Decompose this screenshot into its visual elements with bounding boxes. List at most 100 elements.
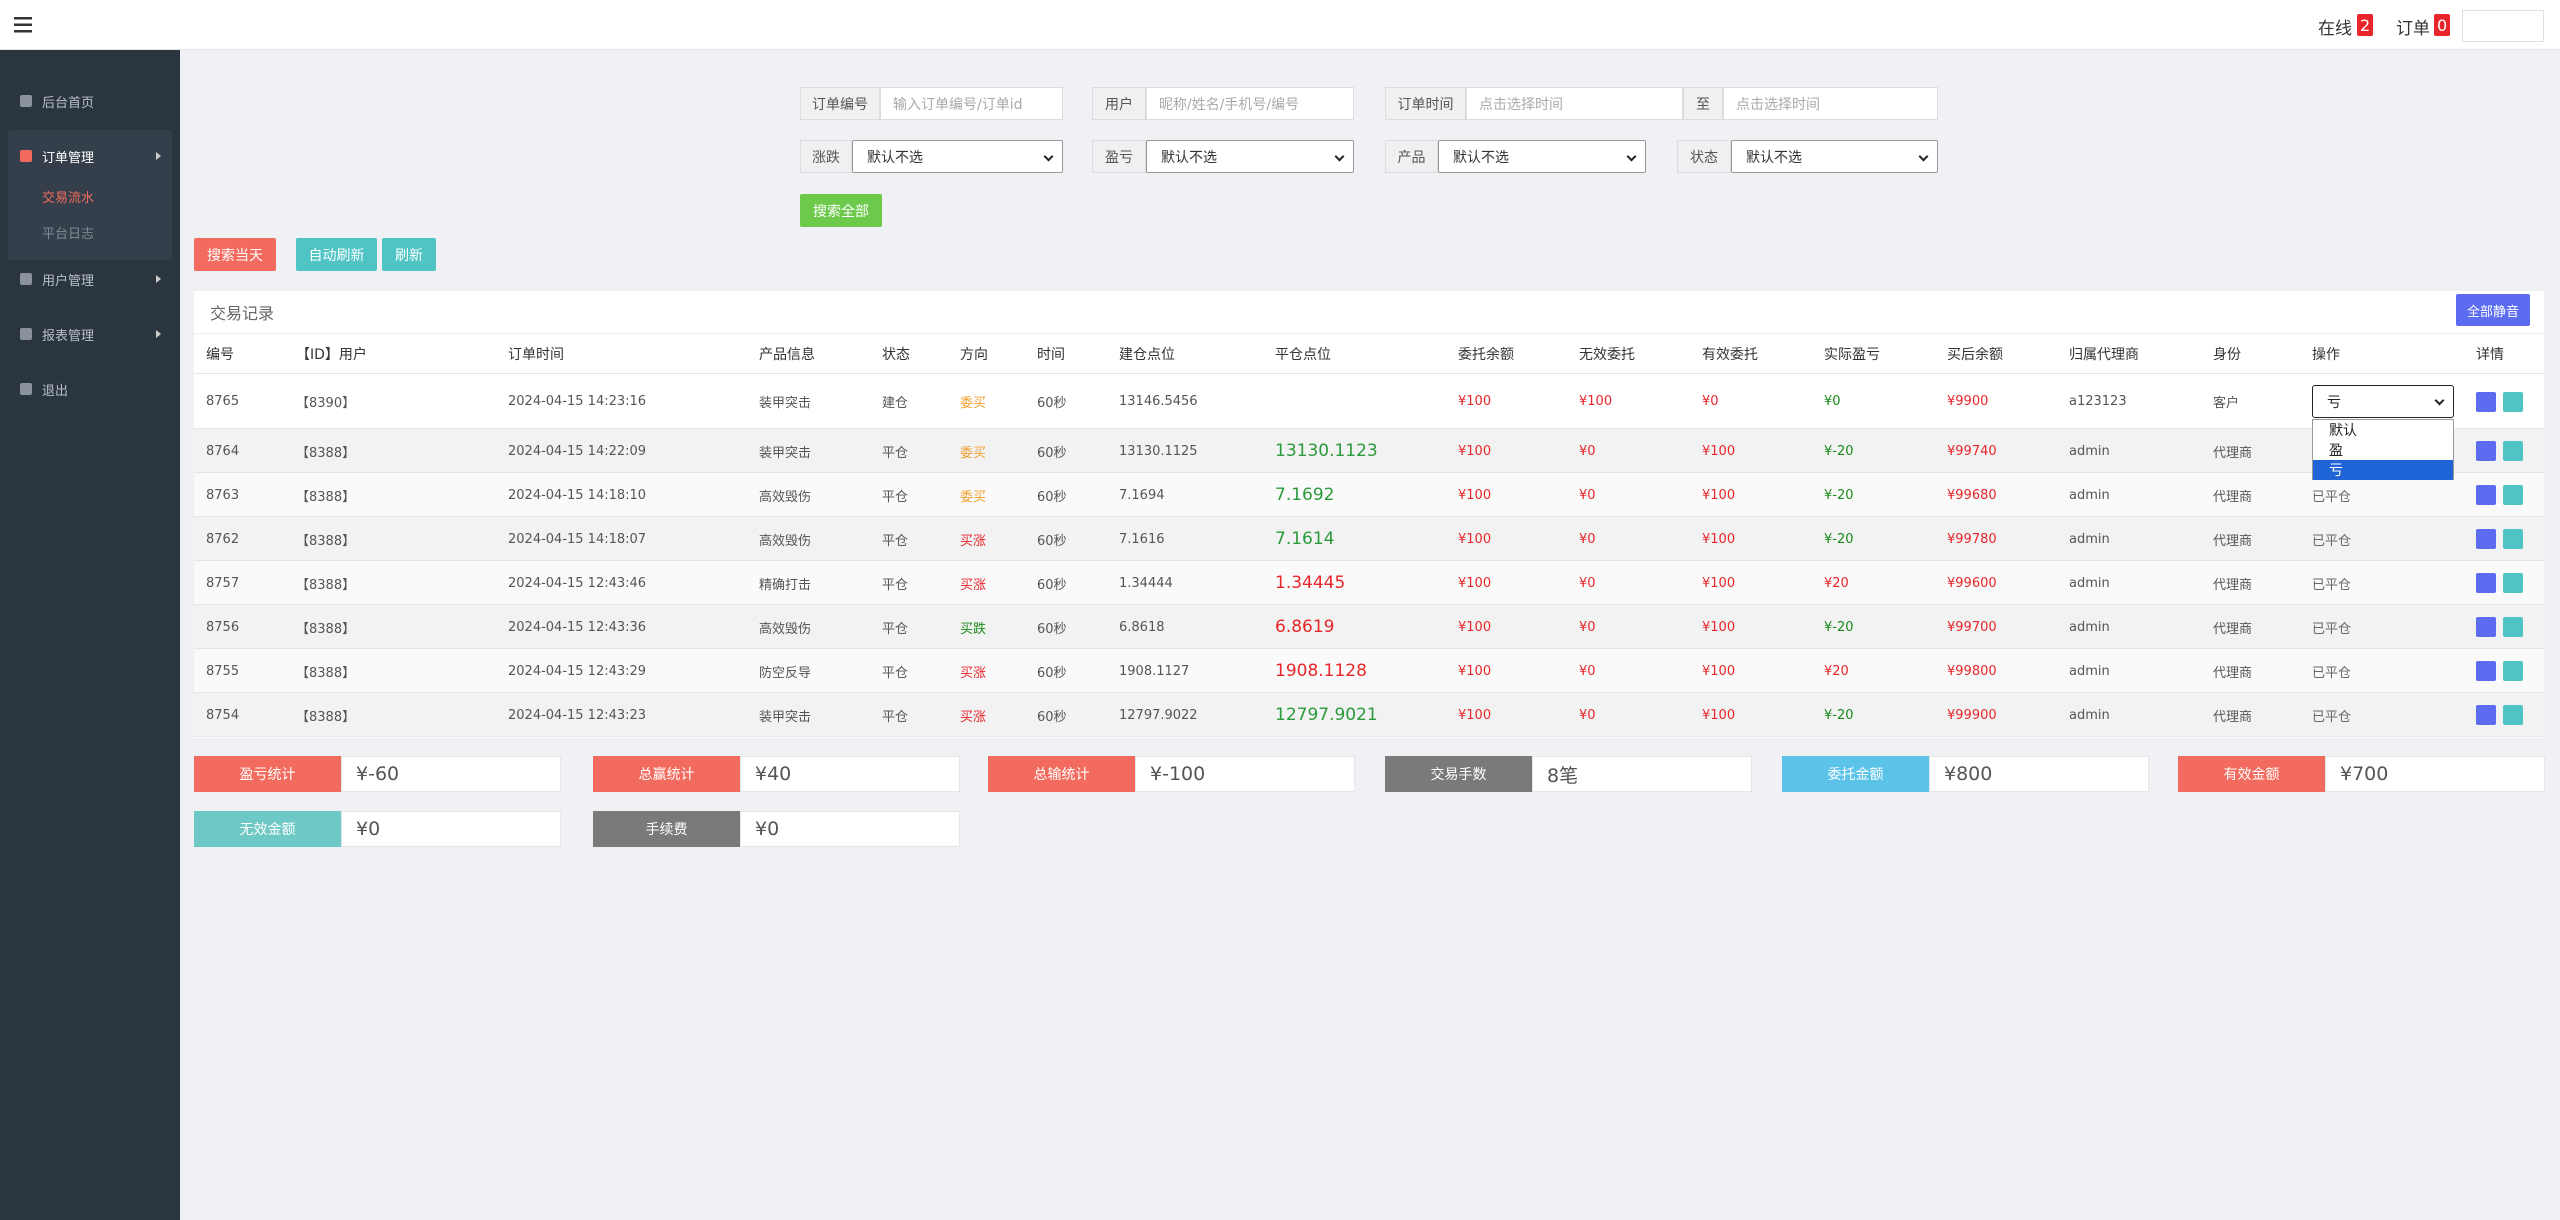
column-header: 平仓点位 — [1275, 346, 1331, 363]
detail-button[interactable] — [2503, 391, 2523, 412]
detail-button[interactable] — [2503, 573, 2523, 593]
summary-value: ¥700 — [2325, 756, 2545, 792]
table-cell: ¥99900 — [1947, 707, 1997, 723]
op-select[interactable]: 亏 — [2312, 385, 2454, 418]
op-status: 已平仓 — [2312, 533, 2352, 549]
column-header: 编号 — [206, 346, 234, 363]
table-cell: 2024-04-15 14:22:09 — [508, 443, 647, 459]
table-cell: 【8388】 — [296, 577, 356, 593]
table-cell: 【8388】 — [296, 621, 356, 637]
table-cell: 6.8619 — [1275, 617, 1335, 637]
sidebar-item[interactable]: 报表管理 — [42, 328, 95, 344]
toolbar-button[interactable]: 自动刷新 — [296, 238, 377, 271]
table-cell: 委买 — [960, 445, 987, 461]
table-row — [194, 429, 2544, 473]
filter-input[interactable]: 点击选择时间 — [1466, 87, 1683, 120]
table-row — [194, 374, 2544, 429]
filter-select[interactable]: 默认不选 — [1146, 140, 1354, 173]
table-cell: ¥-20 — [1824, 707, 1854, 723]
table-cell: 委买 — [960, 396, 987, 411]
online-label: 在线 — [2318, 18, 2352, 39]
table-cell: 代理商 — [2213, 709, 2253, 725]
table-cell: 买涨 — [960, 665, 987, 681]
sound-button[interactable] — [2476, 705, 2496, 725]
table-cell: 平仓 — [882, 577, 909, 593]
sound-button[interactable] — [2476, 529, 2496, 549]
column-header: 【ID】用户 — [296, 346, 367, 363]
sidebar-item[interactable]: 订单管理 — [42, 150, 95, 166]
sound-button[interactable] — [2476, 573, 2496, 593]
summary-value: ¥40 — [740, 756, 960, 792]
sidebar-group-bg — [8, 130, 172, 260]
op-status: 已平仓 — [2312, 621, 2352, 637]
table-cell: 7.1616 — [1119, 531, 1165, 547]
toolbar-button[interactable]: 搜索当天 — [194, 238, 276, 271]
sidebar-item[interactable]: 后台首页 — [42, 95, 95, 111]
menu-toggle[interactable] — [14, 16, 34, 34]
summary-value: ¥0 — [740, 811, 960, 847]
detail-button[interactable] — [2503, 529, 2523, 549]
filter-select[interactable]: 默认不选 — [1438, 140, 1646, 173]
dropdown-option[interactable]: 亏 — [2313, 460, 2453, 480]
detail-button[interactable] — [2503, 441, 2523, 461]
table-cell: ¥100 — [1458, 663, 1492, 679]
sidebar-item[interactable]: 退出 — [42, 383, 69, 399]
table-cell: 7.1614 — [1275, 529, 1335, 549]
op-status: 已平仓 — [2312, 577, 2352, 593]
sidebar-item[interactable]: 用户管理 — [42, 273, 95, 289]
table-cell: ¥100 — [1458, 394, 1492, 409]
toolbar-button[interactable]: 刷新 — [382, 238, 436, 271]
summary-value: ¥0 — [341, 811, 561, 847]
table-row — [194, 605, 2544, 649]
sound-button[interactable] — [2476, 661, 2496, 681]
sound-button[interactable] — [2476, 617, 2496, 637]
summary-label: 盈亏统计 — [194, 756, 341, 792]
table-cell: 2024-04-15 14:23:16 — [508, 394, 647, 409]
column-header: 身份 — [2213, 346, 2241, 363]
column-header: 产品信息 — [759, 346, 815, 363]
summary-label: 总赢统计 — [593, 756, 740, 792]
table-cell: ¥100 — [1458, 443, 1492, 459]
dropdown-option[interactable]: 默认 — [2329, 423, 2357, 439]
column-header: 有效委托 — [1702, 346, 1758, 363]
detail-button[interactable] — [2503, 485, 2523, 505]
table-cell: ¥99680 — [1947, 487, 1997, 503]
dropdown-option[interactable]: 盈 — [2329, 443, 2343, 459]
table-cell: 买涨 — [960, 577, 987, 593]
sidebar-subitem[interactable]: 交易流水 — [42, 190, 95, 206]
filter-input[interactable]: 点击选择时间 — [1723, 87, 1938, 120]
sidebar-subitem[interactable]: 平台日志 — [42, 226, 95, 242]
mute-all-button[interactable]: 全部静音 — [2456, 294, 2530, 326]
filter-input[interactable]: 输入订单编号/订单id — [880, 87, 1063, 120]
detail-button[interactable] — [2503, 617, 2523, 637]
sound-button[interactable] — [2476, 485, 2496, 505]
table-cell: 【8390】 — [296, 396, 356, 411]
table-cell: 1908.1127 — [1119, 663, 1190, 679]
table-cell: ¥100 — [1702, 443, 1736, 459]
sound-button[interactable] — [2476, 441, 2496, 461]
table-cell: admin — [2069, 443, 2110, 459]
table-cell: ¥0 — [1579, 487, 1596, 503]
table-cell: 代理商 — [2213, 489, 2253, 505]
table-cell: 60秒 — [1037, 489, 1067, 505]
detail-button[interactable] — [2503, 661, 2523, 681]
sound-button[interactable] — [2476, 391, 2496, 412]
filter-select[interactable]: 默认不选 — [1731, 140, 1938, 173]
search-all-button[interactable]: 搜索全部 — [800, 194, 882, 227]
table-cell: ¥100 — [1458, 575, 1492, 591]
op-status: 已平仓 — [2312, 489, 2352, 505]
sidebar-icon — [20, 273, 32, 285]
filter-label: 用户 — [1092, 87, 1146, 120]
table-cell: ¥100 — [1579, 394, 1613, 409]
filter-input[interactable]: 昵称/姓名/手机号/编号 — [1146, 87, 1354, 120]
table-cell: 60秒 — [1037, 665, 1067, 681]
detail-button[interactable] — [2503, 705, 2523, 725]
column-header: 实际盈亏 — [1824, 346, 1880, 363]
table-cell: 13130.1125 — [1119, 443, 1198, 459]
table-row — [194, 693, 2544, 737]
column-header: 详情 — [2476, 346, 2504, 363]
filter-select[interactable]: 默认不选 — [852, 140, 1063, 173]
table-cell: 装甲突击 — [759, 445, 812, 461]
top-select[interactable] — [2462, 10, 2544, 42]
filter-label: 状态 — [1677, 140, 1731, 173]
